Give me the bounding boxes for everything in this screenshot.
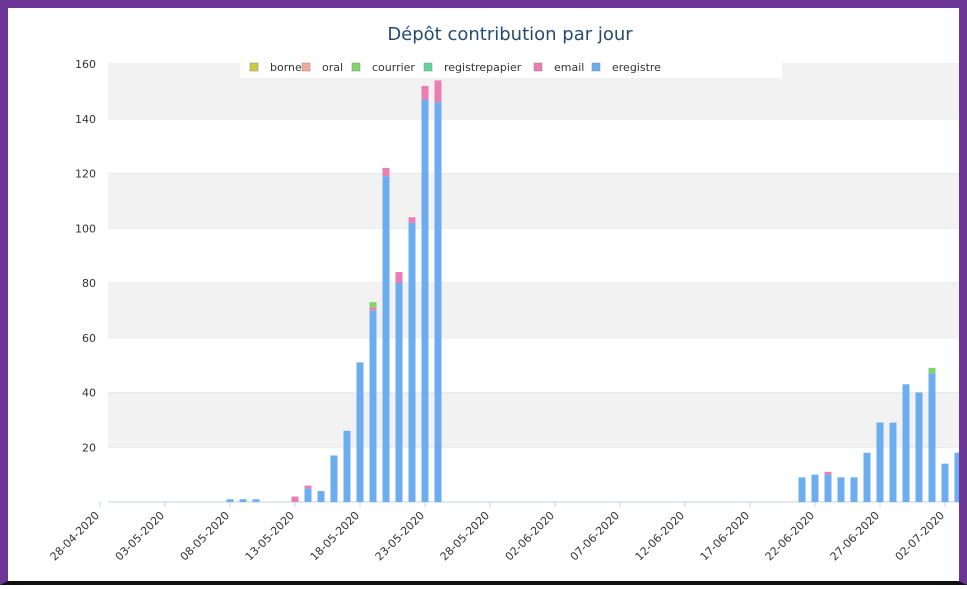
bar-segment [382,176,390,503]
bar-segment [876,422,884,502]
legend-swatch [533,62,543,72]
bar-segment [798,477,806,502]
bar-segment [356,362,364,502]
y-tick-label: 140 [75,113,96,126]
bar-segment [915,392,923,502]
bar-segment [941,463,949,502]
bar-segment [811,474,819,502]
bar-segment [330,455,338,502]
legend-swatch [249,62,259,72]
legend-swatch [423,62,433,72]
legend-label: registrepapier [444,61,522,74]
y-tick-label: 80 [82,277,96,290]
legend-label: borne [270,61,302,74]
bar-segment [408,222,416,502]
y-tick-label: 120 [75,168,96,181]
bar-segment [824,471,832,475]
grid-band [108,283,962,338]
bar-segment [291,496,299,502]
y-tick-label: 100 [75,222,96,235]
bar-segment [928,373,936,502]
bar-segment [824,474,832,502]
legend-swatch [591,62,601,72]
bar-segment [421,85,429,100]
legend-box [240,58,782,78]
y-tick-label: 40 [82,387,96,400]
bar-segment [928,367,936,374]
legend-label: courrier [372,61,415,74]
y-tick-label: 20 [82,441,96,454]
bar-segment [343,430,351,502]
legend-label: eregistre [612,61,661,74]
bar-segment [863,452,871,502]
bar-segment [369,307,377,311]
bar-segment [850,477,858,502]
bar-segment [369,310,377,502]
bar-segment [382,168,390,177]
bar-segment [434,102,442,502]
bar-segment [395,272,403,283]
bar-segment [837,477,845,502]
bar-segment [395,283,403,502]
bar-segment [434,80,442,103]
grid-band [108,173,962,229]
bar-segment [369,302,377,308]
legend-swatch [301,62,311,72]
grid-band [108,392,962,448]
bar-segment [239,499,247,502]
bar-segment [304,488,312,502]
bar-segment [304,485,312,489]
chart-title: Dépôt contribution par jour [387,24,633,45]
legend-label: oral [322,61,343,74]
bar-segment [408,217,416,223]
y-tick-label: 160 [75,58,96,71]
bar-segment [902,384,910,502]
bar-segment [226,499,234,502]
legend-label: email [554,61,584,74]
legend-swatch [351,62,361,72]
bar-segment [421,99,429,503]
bar-segment [889,422,897,502]
bar-segment [954,452,962,502]
bar-segment [252,499,260,502]
bar-segment [317,491,325,502]
y-tick-label: 60 [82,332,96,345]
